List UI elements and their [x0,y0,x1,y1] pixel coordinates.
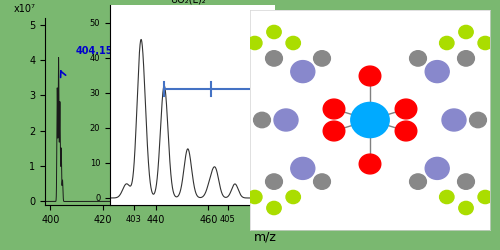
Circle shape [459,26,473,38]
Text: x10⁶: x10⁶ [80,0,99,1]
Circle shape [286,190,300,203]
Circle shape [291,158,315,180]
Circle shape [459,202,473,214]
Circle shape [248,36,262,50]
Circle shape [314,174,330,189]
Circle shape [440,190,454,203]
Circle shape [254,112,270,128]
Circle shape [410,174,426,189]
Circle shape [274,109,298,131]
Circle shape [314,51,330,66]
Circle shape [458,51,474,66]
Circle shape [395,99,417,119]
Circle shape [395,121,417,141]
Circle shape [266,174,282,189]
Circle shape [458,174,474,189]
Circle shape [442,109,466,131]
Text: 404.15: 404.15 [76,46,114,56]
Circle shape [286,36,300,50]
Circle shape [470,112,486,128]
Circle shape [323,121,345,141]
Text: Δpp = 0.5: Δpp = 0.5 [276,85,318,94]
Circle shape [440,36,454,50]
Text: x10⁷: x10⁷ [14,4,36,14]
Title: UO₂(L)₂²⁺: UO₂(L)₂²⁺ [170,0,215,4]
Circle shape [267,26,281,38]
Circle shape [410,51,426,66]
Circle shape [291,60,315,82]
Circle shape [478,36,492,50]
Circle shape [266,51,282,66]
Circle shape [248,190,262,203]
Circle shape [425,158,449,180]
Circle shape [359,66,381,86]
Circle shape [323,99,345,119]
Circle shape [267,202,281,214]
Circle shape [478,190,492,203]
Circle shape [425,60,449,82]
Circle shape [351,102,389,138]
X-axis label: m/z: m/z [254,230,276,243]
Circle shape [359,154,381,174]
